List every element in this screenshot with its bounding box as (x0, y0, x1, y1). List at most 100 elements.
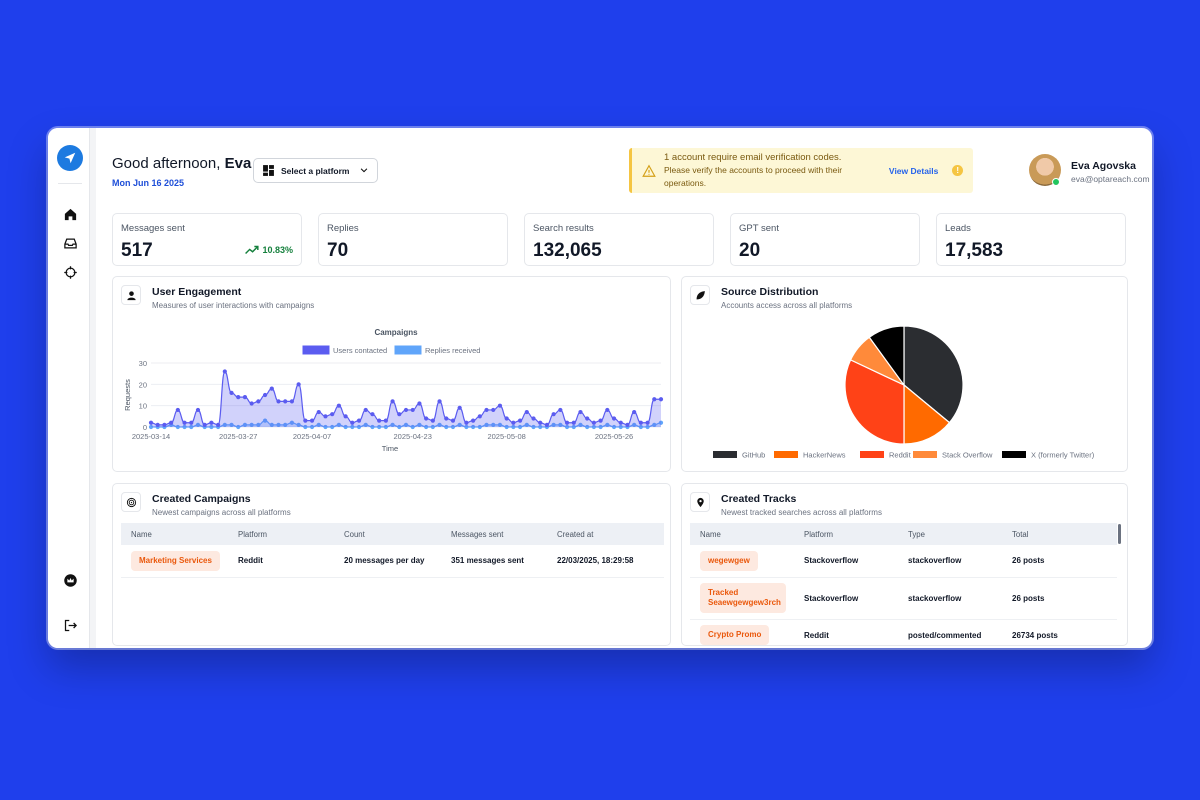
alert-text: 1 account require email verification cod… (664, 151, 879, 190)
data-point (558, 407, 563, 413)
chart-title: Campaigns (374, 328, 418, 337)
data-point (611, 416, 617, 421)
verification-alert: 1 account require email verification cod… (629, 148, 973, 193)
campaign-name-pill[interactable]: Marketing Services (131, 550, 220, 571)
column-header[interactable]: Name (690, 523, 794, 545)
data-point (350, 420, 355, 425)
track-name-pill[interactable]: wegewgew (700, 550, 758, 571)
legend-label: Replies received (425, 346, 480, 355)
location-pin-icon (690, 492, 710, 512)
data-point (316, 409, 321, 415)
data-point (632, 409, 637, 415)
view-details-link[interactable]: View Details (888, 165, 939, 176)
info-icon[interactable]: ! (952, 165, 963, 176)
data-point (222, 422, 227, 427)
stat-value: 517 (121, 240, 153, 261)
data-point (591, 420, 596, 425)
logo-icon[interactable] (57, 145, 83, 171)
data-point (350, 424, 355, 430)
track-name-pill[interactable]: Tracked Seaewgewgew3rch (700, 583, 786, 613)
user-engagement-card: User Engagement Measures of user interac… (112, 276, 671, 472)
table-row[interactable]: Marketing Services Reddit 20 messages pe… (121, 545, 664, 578)
pie-slice (903, 383, 951, 445)
column-header[interactable]: Total (1002, 523, 1117, 545)
card-title: Source Distribution (721, 286, 819, 298)
stat-value: 17,583 (945, 240, 1004, 261)
data-point (209, 424, 214, 430)
legend-swatch (913, 451, 937, 458)
data-point (497, 403, 503, 408)
table-scrollbar[interactable] (1118, 524, 1121, 544)
greeting-name: Eva (224, 155, 252, 172)
data-point (410, 407, 415, 413)
table-cell: 22/03/2025, 18:29:58 (547, 545, 664, 578)
y-tick-label: 30 (139, 359, 147, 368)
data-point (148, 424, 154, 430)
table-cell: 26734 posts (1002, 619, 1117, 645)
column-header[interactable]: Count (334, 523, 441, 545)
greeting-prefix: Good afternoon, (112, 155, 225, 172)
platform-select[interactable]: Select a platform (253, 158, 378, 183)
data-point (343, 424, 348, 430)
data-point (645, 424, 650, 430)
table-cell: Crypto Promo (690, 619, 794, 645)
legend-label: Users contacted (333, 346, 387, 355)
target-icon[interactable] (61, 263, 79, 281)
sidebar-divider (58, 183, 82, 184)
inbox-icon[interactable] (61, 234, 79, 252)
stat-label: Replies (327, 223, 359, 234)
user-icon (121, 285, 141, 305)
table-cell: 351 messages sent (441, 545, 547, 578)
table-cell: Stackoverflow (794, 577, 898, 620)
data-point (330, 424, 335, 430)
column-header[interactable]: Platform (228, 523, 334, 545)
data-point (269, 422, 274, 427)
y-axis-label: Requests (123, 379, 132, 411)
data-point (417, 422, 422, 427)
data-point (457, 405, 462, 410)
data-point (618, 420, 623, 425)
data-point (182, 420, 187, 425)
app-window: Good afternoon, Eva Mon Jun 16 2025 Sele… (48, 128, 1152, 648)
data-point (356, 418, 362, 423)
crown-icon[interactable] (61, 571, 79, 589)
pie-slice (903, 325, 964, 424)
track-name-pill[interactable]: Crypto Promo (700, 625, 770, 645)
legend-label: Stack Overflow (942, 451, 993, 460)
logout-icon[interactable] (61, 616, 79, 634)
column-header[interactable]: Platform (794, 523, 898, 545)
data-point (242, 395, 248, 400)
data-point (403, 407, 409, 413)
stat-search-results: Search results 132,065 (524, 213, 714, 266)
data-point (316, 422, 321, 427)
stat-gpt-sent: GPT sent 20 (730, 213, 920, 266)
table-row[interactable]: Crypto Promo Reddit posted/commented 267… (690, 619, 1117, 645)
data-point (283, 422, 288, 427)
data-point (551, 412, 556, 417)
table-cell: stackoverflow (898, 545, 1002, 578)
data-point (189, 420, 194, 425)
table-cell: Reddit (794, 619, 898, 645)
table-row[interactable]: Tracked Seaewgewgew3rch Stackoverflow st… (690, 577, 1117, 620)
column-header[interactable]: Created at (547, 523, 664, 545)
legend-swatch (713, 451, 737, 458)
data-point (484, 422, 489, 427)
column-header[interactable]: Messages sent (441, 523, 547, 545)
data-point (430, 418, 435, 423)
alert-line2: Please verify the accounts to proceed wi… (664, 165, 843, 188)
data-point (544, 422, 550, 427)
created-campaigns-card: Created Campaigns Newest campaigns acros… (112, 483, 671, 646)
target-icon (121, 492, 141, 512)
table-row[interactable]: wegewgew Stackoverflow stackoverflow 26 … (690, 545, 1117, 578)
data-point (638, 424, 643, 430)
data-point (538, 420, 543, 425)
column-header[interactable]: Type (898, 523, 1002, 545)
column-header[interactable]: Name (121, 523, 228, 545)
data-point (383, 418, 388, 423)
table-cell: Tracked Seaewgewgew3rch (690, 577, 794, 620)
data-point (336, 403, 341, 408)
data-point (558, 422, 563, 427)
home-icon[interactable] (61, 205, 79, 223)
data-point (377, 418, 382, 423)
data-point (229, 422, 234, 427)
